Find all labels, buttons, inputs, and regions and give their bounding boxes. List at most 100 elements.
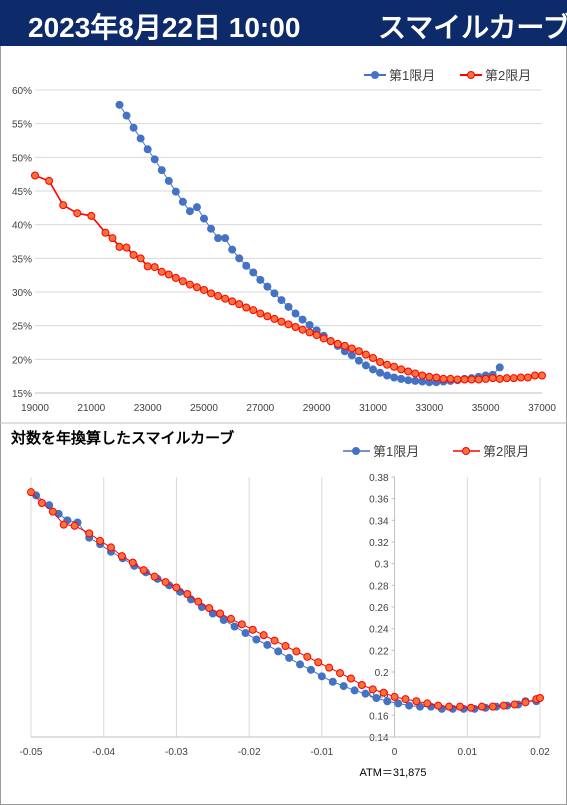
- legend-marker: [467, 71, 475, 79]
- data-point: [235, 300, 244, 309]
- x-tick-label: -0.05: [20, 747, 43, 758]
- data-point: [171, 187, 180, 196]
- data-point: [346, 674, 355, 683]
- data-point: [259, 631, 268, 640]
- data-point: [445, 702, 454, 711]
- y-tick-label: 0.3: [375, 560, 389, 571]
- data-point: [270, 636, 279, 645]
- data-point: [530, 371, 539, 380]
- data-point: [228, 245, 237, 254]
- data-point: [178, 277, 187, 286]
- x-tick-label: 31000: [359, 403, 387, 414]
- data-point: [27, 488, 35, 497]
- data-point: [333, 339, 342, 348]
- data-point: [108, 234, 117, 243]
- data-point: [418, 371, 427, 380]
- x-tick-label: 21000: [77, 403, 105, 414]
- log-annualized-smile-chart: 対数を年換算したスマイルカーブ -0.05 -0.04 -0.03 -0.02 -0.01…: [10, 429, 550, 779]
- data-point: [296, 660, 305, 669]
- y-tick-label: 25%: [12, 322, 32, 333]
- data-point: [185, 207, 194, 216]
- data-point: [157, 166, 166, 175]
- data-point: [242, 303, 251, 312]
- data-point: [249, 306, 258, 315]
- data-point: [59, 520, 68, 529]
- data-point: [235, 254, 244, 263]
- legend-label: 第2限月: [483, 444, 529, 459]
- data-point: [361, 361, 370, 370]
- data-point: [376, 368, 385, 377]
- data-point: [48, 507, 57, 516]
- data-point: [516, 373, 525, 382]
- data-point: [510, 700, 519, 709]
- data-point: [354, 356, 363, 365]
- y-tick-label: 0.14: [369, 733, 389, 744]
- data-point: [291, 323, 300, 332]
- data-point: [200, 285, 208, 294]
- data-point: [200, 214, 208, 223]
- data-point: [241, 629, 250, 637]
- x-tick-label: -0.04: [92, 747, 115, 758]
- data-point: [536, 694, 544, 702]
- data-point: [263, 282, 272, 291]
- legend-label: 第1限月: [373, 444, 419, 459]
- data-point: [185, 280, 194, 289]
- x-tick-label: 0: [392, 747, 398, 758]
- x-tick-label: 19000: [21, 403, 49, 414]
- data-point: [474, 375, 483, 384]
- data-point: [192, 283, 201, 292]
- data-point: [242, 261, 251, 270]
- data-point: [434, 701, 443, 710]
- data-point: [336, 669, 345, 678]
- data-point: [70, 521, 79, 530]
- data-point: [172, 583, 181, 592]
- series-line: [30, 491, 541, 709]
- data-point: [305, 320, 314, 329]
- data-point: [122, 111, 131, 120]
- data-point: [285, 653, 294, 662]
- data-point: [136, 134, 145, 143]
- series-line: [34, 174, 542, 381]
- data-point: [314, 658, 323, 667]
- data-point: [499, 701, 508, 710]
- data-point: [207, 289, 216, 298]
- data-point: [143, 262, 152, 271]
- smile-curve-chart: 15% 20% 25% 30% 35% 40% 45% 50% 55% 60% 19000 21000…: [0, 68, 567, 424]
- y-tick-label: 0.38: [369, 473, 389, 484]
- data-point: [495, 363, 504, 372]
- data-point: [477, 702, 486, 711]
- x-tick-label: 23000: [134, 403, 162, 414]
- data-point: [368, 685, 377, 694]
- data-point: [226, 614, 235, 623]
- data-point: [207, 224, 216, 233]
- y-tick-label: 0.24: [369, 625, 389, 636]
- data-point: [347, 344, 356, 353]
- data-point: [340, 341, 349, 350]
- data-point: [390, 373, 399, 382]
- data-point: [369, 353, 377, 362]
- data-point: [221, 294, 230, 303]
- data-point: [263, 312, 272, 321]
- data-point: [357, 681, 366, 689]
- data-point: [488, 702, 497, 711]
- data-point: [425, 372, 434, 381]
- data-point: [312, 331, 321, 340]
- data-point: [383, 360, 392, 369]
- data-point: [205, 604, 214, 613]
- data-point: [59, 201, 68, 210]
- y-tick-label: 45%: [12, 187, 32, 198]
- x-tick-label: 37000: [528, 403, 556, 414]
- data-point: [178, 197, 187, 206]
- data-point: [214, 292, 223, 301]
- data-point: [411, 369, 420, 378]
- data-point: [157, 267, 166, 276]
- data-point: [270, 289, 279, 298]
- data-point: [129, 250, 138, 259]
- data-point: [303, 652, 312, 661]
- header-banner: 2023年8月22日 10:00 スマイルカーブ: [0, 0, 567, 46]
- data-point: [397, 365, 406, 374]
- data-point: [347, 351, 356, 360]
- x-tick-label: 35000: [472, 403, 500, 414]
- data-point: [394, 699, 403, 708]
